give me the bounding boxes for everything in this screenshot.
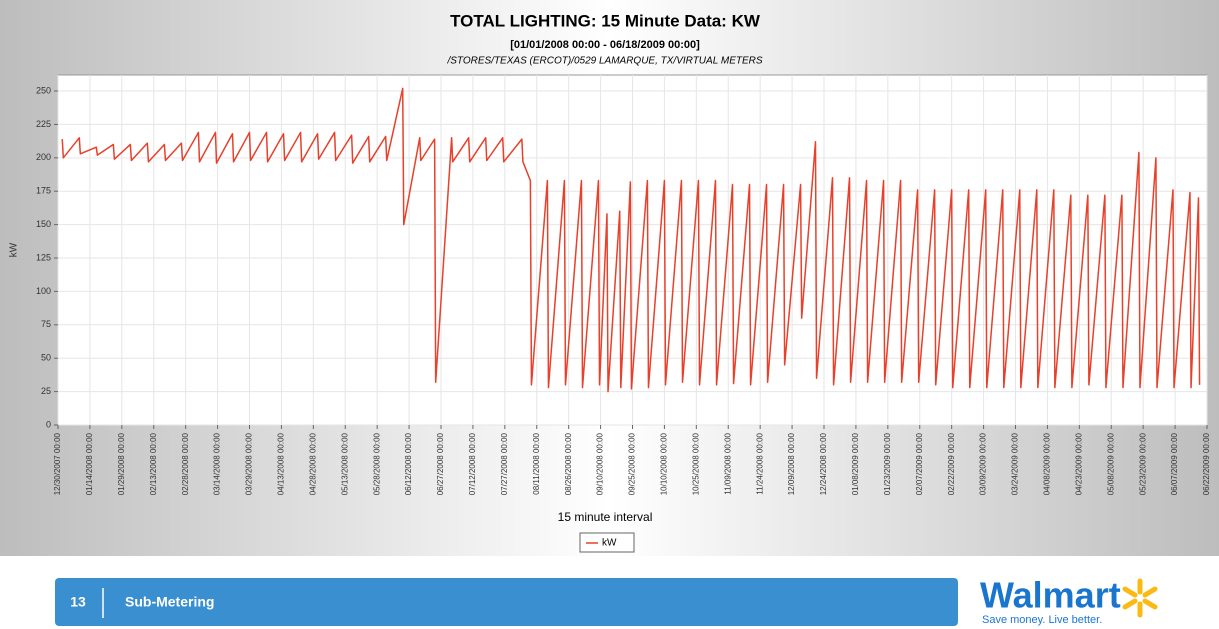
x-tick-label: 01/23/2009 00:00 [883,432,892,495]
x-tick-label: 05/08/2009 00:00 [1106,432,1115,495]
x-tick-label: 12/30/2007 00:00 [53,432,62,495]
logo-tagline: Save money. Live better. [982,614,1102,626]
x-tick-label: 01/08/2009 00:00 [851,432,860,495]
y-tick-label: 250 [36,85,51,95]
x-tick-label: 05/23/2009 00:00 [1138,432,1147,495]
x-tick-label: 12/09/2008 00:00 [787,432,796,495]
x-tick-label: 02/13/2008 00:00 [149,432,158,495]
footer-bar [55,578,958,626]
y-tick-label: 150 [36,219,51,229]
x-tick-label: 05/28/2008 00:00 [372,432,381,495]
x-tick-label: 10/10/2008 00:00 [660,432,669,495]
y-tick-label: 200 [36,152,51,162]
x-tick-label: 03/29/2008 00:00 [245,432,254,495]
x-tick-label: 01/29/2008 00:00 [117,432,126,495]
y-tick-label: 50 [41,353,51,363]
x-tick-label: 04/13/2008 00:00 [277,432,286,495]
y-tick-label: 175 [36,186,51,196]
x-tick-label: 07/27/2008 00:00 [500,432,509,495]
y-tick-label: 100 [36,286,51,296]
legend-box [579,532,635,553]
x-tick-label: 01/14/2008 00:00 [85,432,94,495]
x-tick-label: 11/09/2008 00:00 [723,432,732,494]
x-tick-label: 08/26/2008 00:00 [564,432,573,495]
data-line [61,87,1201,393]
x-tick-label: 04/23/2009 00:00 [1074,432,1083,495]
x-axis-label: 15 minute interval [558,510,653,524]
y-tick-label: 25 [41,386,51,396]
x-tick-label: 08/11/2008 00:00 [532,432,541,494]
x-tick-label: 04/28/2008 00:00 [308,432,317,495]
x-tick-label: 06/07/2009 00:00 [1170,432,1179,495]
y-axis-label: kW [9,242,20,257]
x-tick-label: 02/22/2009 00:00 [947,432,956,495]
logo-spark [1122,578,1158,618]
x-tick-label: 11/24/2008 00:00 [755,432,764,494]
x-tick-label: 07/12/2008 00:00 [468,432,477,495]
legend: kW [579,532,635,553]
x-tick-label: 09/25/2008 00:00 [628,432,637,495]
x-tick-label: 06/27/2008 00:00 [436,432,445,495]
x-tick-label: 12/24/2008 00:00 [819,432,828,495]
y-tick-label: 75 [41,319,51,329]
x-tick-label: 03/24/2009 00:00 [1011,432,1020,495]
x-tick-label: 10/25/2008 00:00 [691,432,700,495]
y-tick-label: 0 [46,419,51,429]
legend-label: kW [602,538,617,549]
x-tick-label: 02/28/2008 00:00 [181,432,190,495]
x-tick-label: 05/13/2008 00:00 [340,432,349,495]
x-tick-label: 02/07/2009 00:00 [915,432,924,495]
y-tick-label: 125 [36,252,51,262]
x-tick-label: 06/12/2008 00:00 [404,432,413,495]
page-number: 13 [70,594,86,610]
chart-subtitle: [01/01/2008 00:00 - 06/18/2009 00:00] [510,39,700,51]
chart-subtitle: /STORES/TEXAS (ERCOT)/0529 LAMARQUE, TX/… [446,56,762,67]
logo-name: Walmart [980,575,1121,616]
footer-title: Sub-Metering [125,594,214,610]
x-tick-label: 03/14/2008 00:00 [213,432,222,495]
x-tick-label: 04/08/2009 00:00 [1043,432,1052,495]
x-tick-label: 09/10/2008 00:00 [596,432,605,495]
x-tick-label: 03/09/2009 00:00 [979,432,988,495]
chart-title: TOTAL LIGHTING: 15 Minute Data: KW [450,11,761,30]
x-tick-label: 06/22/2009 00:00 [1202,432,1211,495]
y-tick-label: 225 [36,119,51,129]
